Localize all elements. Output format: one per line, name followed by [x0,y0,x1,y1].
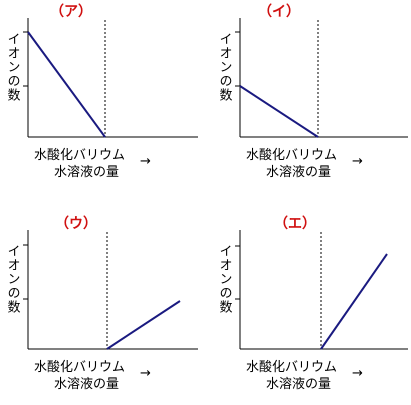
y-axis-label: イオンの数 [217,32,233,102]
x-axis-label: 水溶液の量 [54,377,119,392]
x-axis-label: 水酸化バリウム [246,148,337,163]
x-axis-label: 水溶液の量 [54,165,119,180]
x-axis-arrow: → [352,366,363,381]
panel-label: （イ） [258,4,300,20]
x-axis-label: 水酸化バリウム [34,360,125,375]
y-axis-label: イオンの数 [217,244,233,314]
x-axis-label: 水溶液の量 [266,377,331,392]
graph-line [106,300,181,350]
panel-label: （ウ） [55,216,97,232]
graph-line [320,253,388,350]
x-axis-arrow: → [140,154,151,169]
x-axis-arrow: → [140,366,151,381]
graph-line [27,31,106,138]
x-axis-label: 水酸化バリウム [246,360,337,375]
y-axis-label: イオンの数 [5,244,21,314]
x-axis-arrow: → [352,154,363,169]
x-axis-label: 水酸化バリウム [34,148,125,163]
y-axis-label: イオンの数 [5,32,21,102]
panel-label: （エ） [274,216,316,232]
panel-label: （ア） [50,4,92,20]
x-axis-label: 水溶液の量 [266,165,331,180]
graph-line [239,85,319,138]
